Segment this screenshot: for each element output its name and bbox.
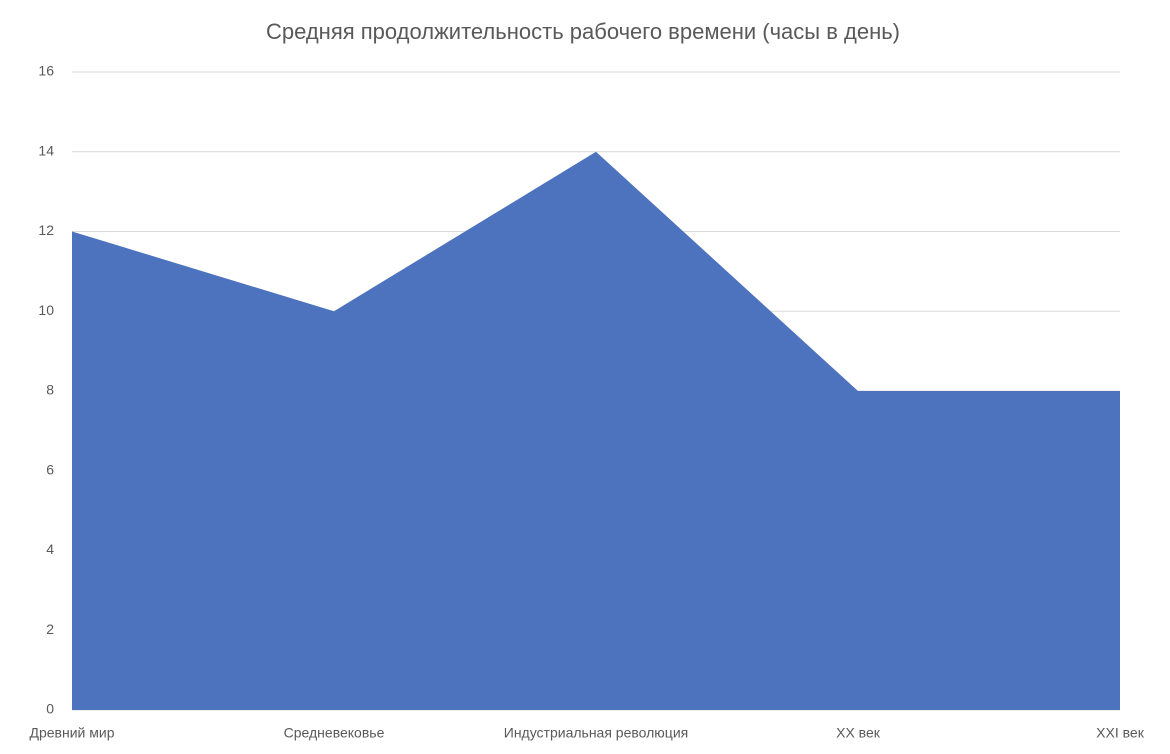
x-tick-label: Индустриальная революция bbox=[504, 725, 688, 741]
x-tick-label: Древний мир bbox=[30, 725, 115, 741]
y-tick-label: 6 bbox=[46, 461, 54, 477]
chart-title: Средняя продолжительность рабочего време… bbox=[266, 19, 900, 44]
x-tick-label: XXI век bbox=[1096, 725, 1145, 741]
y-tick-label: 12 bbox=[38, 222, 54, 238]
area bbox=[72, 151, 1120, 710]
y-tick-label: 0 bbox=[46, 701, 54, 717]
x-tick-label: XX век bbox=[836, 725, 881, 741]
y-tick-label: 14 bbox=[38, 142, 54, 158]
y-tick-label: 2 bbox=[46, 621, 54, 637]
y-tick-label: 16 bbox=[38, 63, 54, 79]
x-tick-label: Средневековье bbox=[284, 725, 385, 741]
y-tick-label: 10 bbox=[38, 302, 54, 318]
y-tick-label: 4 bbox=[46, 541, 54, 557]
y-tick-label: 8 bbox=[46, 382, 54, 398]
